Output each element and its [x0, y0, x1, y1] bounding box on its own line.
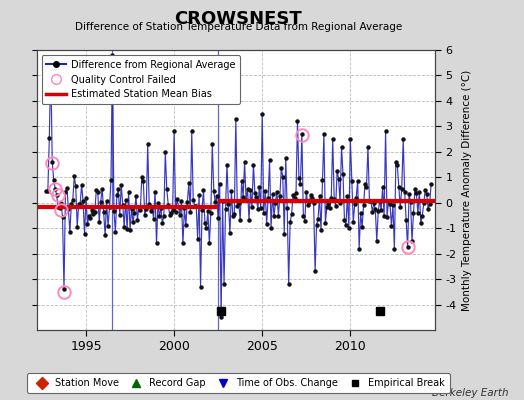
- Text: Berkeley Earth: Berkeley Earth: [432, 388, 508, 398]
- Text: Difference of Station Temperature Data from Regional Average: Difference of Station Temperature Data f…: [75, 22, 402, 32]
- Y-axis label: Monthly Temperature Anomaly Difference (°C): Monthly Temperature Anomaly Difference (…: [462, 69, 472, 311]
- Legend: Difference from Regional Average, Quality Control Failed, Estimated Station Mean: Difference from Regional Average, Qualit…: [41, 55, 240, 104]
- Text: CROWSNEST: CROWSNEST: [174, 10, 302, 28]
- Legend: Station Move, Record Gap, Time of Obs. Change, Empirical Break: Station Move, Record Gap, Time of Obs. C…: [27, 374, 450, 393]
